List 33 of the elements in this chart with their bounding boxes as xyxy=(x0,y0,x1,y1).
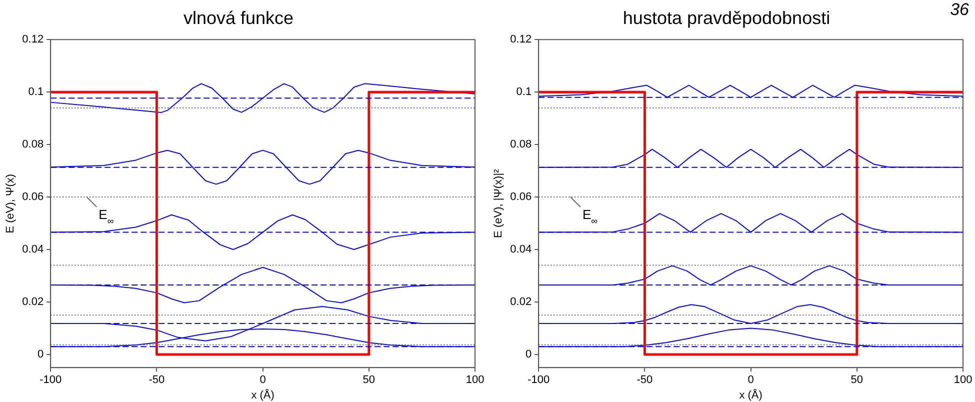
x-tick-label: 0 xyxy=(748,374,754,386)
y-tick-label: 0.04 xyxy=(510,244,532,256)
y-axis-title: E (eV), |Ψ(x)|² xyxy=(492,168,505,238)
chart-title: hustota pravděpodobnosti xyxy=(622,8,830,28)
y-tick-label: 0.12 xyxy=(22,34,44,46)
x-axis-title: x (Å) xyxy=(739,388,762,402)
x-tick-label: -100 xyxy=(528,374,550,386)
y-tick-label: 0.02 xyxy=(22,296,44,308)
annotation: E∞ xyxy=(582,207,598,226)
y-tick-label: 0 xyxy=(37,348,44,361)
y-tick-label: 0.06 xyxy=(510,191,532,204)
x-tick-label: -100 xyxy=(40,374,62,386)
x-tick-label: -50 xyxy=(636,374,653,386)
x-tick-label: 100 xyxy=(466,374,484,386)
chart-title: vlnová funkce xyxy=(183,8,294,28)
x-tick-label: 50 xyxy=(850,374,864,386)
x-axis-title: x (Å) xyxy=(251,388,274,402)
x-tick-label: 100 xyxy=(954,374,972,386)
y-tick-label: 0.06 xyxy=(22,191,44,204)
y-axis-title: E (eV), Ψ(x) xyxy=(4,174,17,234)
annotation: E∞ xyxy=(98,207,114,226)
y-tick-label: 0.04 xyxy=(22,244,44,256)
y-tick-label: 0 xyxy=(525,348,532,361)
y-tick-label: 0.1 xyxy=(516,86,532,98)
y-tick-label: 0.12 xyxy=(510,34,532,46)
x-tick-label: 50 xyxy=(362,374,376,386)
y-tick-label: 0.02 xyxy=(510,296,532,308)
x-tick-label: -50 xyxy=(148,374,165,386)
y-tick-label: 0.1 xyxy=(28,86,44,98)
text: 36 xyxy=(950,0,969,20)
y-tick-label: 0.08 xyxy=(22,138,44,151)
x-tick-label: 0 xyxy=(260,374,266,386)
y-tick-label: 0.08 xyxy=(510,138,532,151)
